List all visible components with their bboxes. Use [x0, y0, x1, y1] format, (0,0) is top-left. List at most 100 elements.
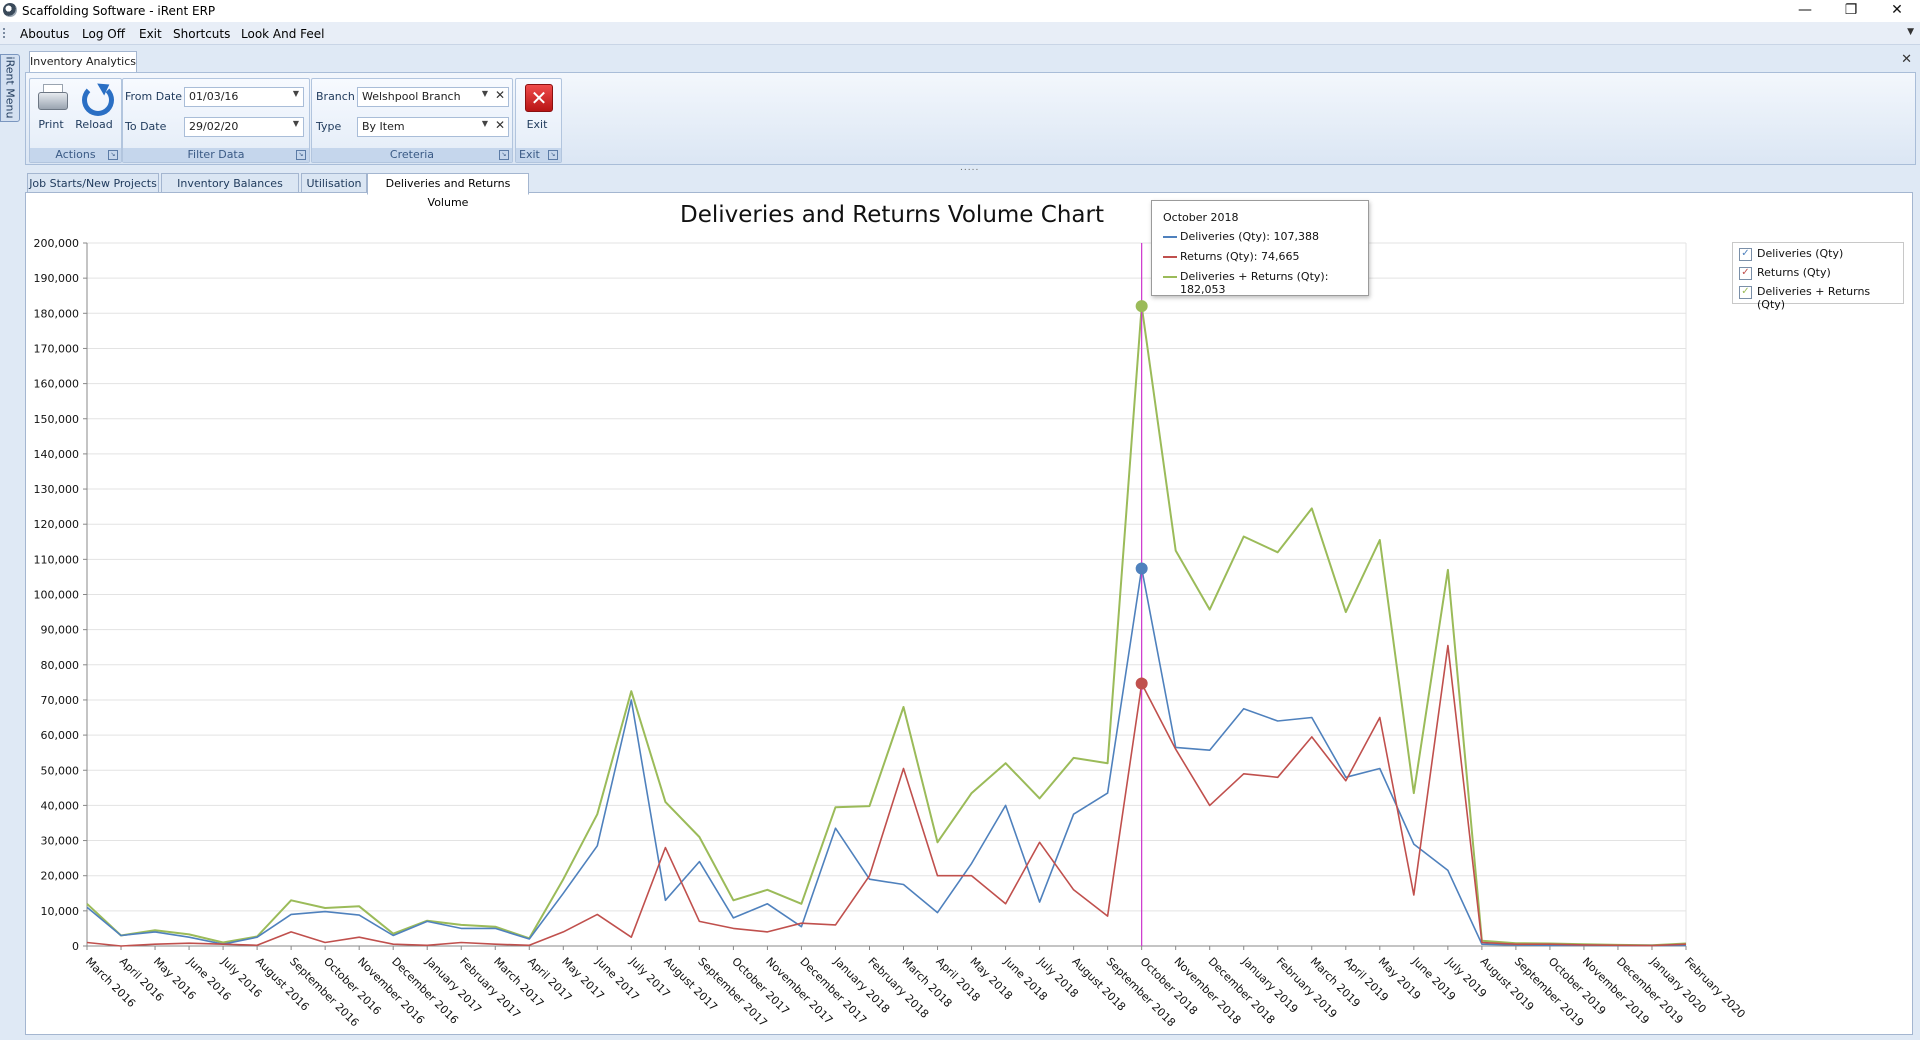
menu-shortcuts[interactable]: Shortcuts [173, 27, 231, 41]
title-bar: Scaffolding Software - iRent ERP — ❐ ✕ [0, 0, 1920, 22]
group-caption-exit: Exit [516, 148, 561, 162]
y-tick-label: 140,000 [34, 448, 80, 461]
series-swatch [1163, 236, 1177, 238]
legend-item-combined[interactable]: ✓ Deliveries + Returns (Qty) [1737, 283, 1901, 311]
legend-label: Deliveries + Returns (Qty) [1757, 285, 1871, 311]
chevron-down-icon[interactable]: ▼ [292, 89, 299, 98]
y-tick-label: 40,000 [41, 799, 80, 812]
print-button[interactable]: Print [31, 82, 71, 132]
doc-tab-inventory-analytics[interactable]: Inventory Analytics [29, 51, 137, 72]
highlight-point-2 [1135, 300, 1148, 313]
branch-select[interactable]: Welshpool Branch ▼ ✕ [357, 87, 509, 107]
legend-label: Returns (Qty) [1757, 266, 1831, 279]
side-menu-tab[interactable]: iRent Menu [0, 54, 20, 122]
exit-label: Exit [526, 118, 548, 131]
type-label: Type [316, 120, 342, 133]
menu-grip-icon [3, 28, 5, 39]
group-launcher-icon[interactable]: ↘ [296, 150, 306, 160]
group-caption-criteria: Creteria [312, 148, 512, 162]
from-date-field[interactable]: 01/03/16 ▼ [184, 87, 304, 107]
x-tick-label: February 2019 [1274, 955, 1340, 1021]
chart-legend: ✓ Deliveries (Qty) ✓ Returns (Qty) ✓ Del… [1732, 242, 1904, 311]
highlight-point-1 [1135, 677, 1148, 690]
legend-item-deliveries[interactable]: ✓ Deliveries (Qty) [1737, 245, 1901, 263]
branch-label: Branch [316, 90, 355, 103]
y-tick-label: 70,000 [41, 694, 80, 707]
highlight-point-0 [1135, 562, 1148, 575]
crosshair-markers [1135, 300, 1148, 690]
tooltip-row: Returns (Qty): 74,665 [1163, 249, 1363, 265]
series-swatch [1163, 276, 1177, 278]
checkbox-checked-icon[interactable]: ✓ [1739, 267, 1752, 280]
clear-icon[interactable]: ✕ [494, 118, 505, 132]
to-date-field[interactable]: 29/02/20 ▼ [184, 117, 304, 137]
series-line-2 [86, 305, 1687, 947]
y-tick-label: 180,000 [34, 307, 80, 320]
chart-title: Deliveries and Returns Volume Chart [680, 202, 1104, 228]
y-tick-label: 120,000 [34, 518, 80, 531]
menu-bar: Aboutus Log Off Exit Shortcuts Look And … [0, 22, 1920, 45]
menu-exit[interactable]: Exit [139, 27, 162, 41]
checkbox-checked-icon[interactable]: ✓ [1739, 248, 1752, 261]
y-tick-label: 10,000 [41, 905, 80, 918]
ribbon-group-actions: Actions ↘ [29, 78, 122, 163]
reload-label: Reload [75, 118, 113, 131]
menu-aboutus[interactable]: Aboutus [20, 27, 70, 41]
restore-button[interactable]: ❐ [1844, 2, 1858, 18]
type-value: By Item [362, 120, 405, 133]
y-tick-label: 80,000 [41, 659, 80, 672]
legend-item-returns[interactable]: ✓ Returns (Qty) [1737, 264, 1901, 282]
tab-deliveries-returns[interactable]: Deliveries and Returns Volume [367, 173, 529, 209]
y-tick-label: 130,000 [34, 483, 80, 496]
y-tick-label: 200,000 [34, 237, 80, 250]
type-select[interactable]: By Item ▼ ✕ [357, 117, 509, 137]
exit-icon: ✕ [525, 84, 553, 112]
y-tick-label: 150,000 [34, 413, 80, 426]
reload-button[interactable]: Reload [74, 78, 114, 132]
chevron-down-icon[interactable]: ▼ [292, 119, 299, 128]
group-launcher-icon[interactable]: ↘ [499, 150, 509, 160]
group-launcher-icon[interactable]: ↘ [108, 150, 118, 160]
y-tick-label: 60,000 [41, 729, 80, 742]
exit-button[interactable]: ✕ Exit [517, 82, 557, 132]
window-title: Scaffolding Software - iRent ERP [22, 4, 216, 18]
y-tick-label: 0 [72, 940, 79, 953]
chevron-down-icon[interactable]: ▼ [481, 119, 488, 128]
print-label: Print [38, 118, 64, 131]
menu-look-and-feel[interactable]: Look And Feel [241, 27, 325, 41]
y-tick-label: 190,000 [34, 272, 80, 285]
ribbon-splitter[interactable]: ..... [960, 163, 980, 173]
y-tick-label: 100,000 [34, 589, 80, 602]
series-line-1 [86, 644, 1687, 947]
minimize-button[interactable]: — [1798, 2, 1812, 18]
group-caption-actions: Actions [30, 148, 121, 162]
x-tick-label: February 2020 [1682, 955, 1748, 1021]
app-logo-icon [3, 3, 17, 17]
y-tick-label: 20,000 [41, 870, 80, 883]
branch-value: Welshpool Branch [362, 90, 461, 103]
close-window-button[interactable]: ✕ [1891, 2, 1903, 18]
tooltip-title: October 2018 [1163, 211, 1239, 224]
checkbox-checked-icon[interactable]: ✓ [1739, 286, 1752, 299]
legend-label: Deliveries (Qty) [1757, 247, 1844, 260]
to-date-label: To Date [125, 120, 167, 133]
y-axis-ticks: 0 10,000 20,000 30,000 40,000 50,000 60,000 70,… [34, 237, 87, 953]
clear-icon[interactable]: ✕ [494, 88, 505, 102]
group-launcher-icon[interactable]: ↘ [548, 150, 558, 160]
tooltip-text: Returns (Qty): 74,665 [1180, 250, 1300, 263]
menu-overflow-icon[interactable]: ▼ [1907, 27, 1914, 37]
tab-inventory-balances[interactable]: Inventory Balances (Qty) [161, 173, 299, 209]
from-date-label: From Date [125, 90, 183, 103]
tooltip-text: Deliveries (Qty): 107,388 [1180, 230, 1319, 243]
chevron-down-icon[interactable]: ▼ [481, 89, 488, 98]
y-tick-label: 110,000 [34, 553, 80, 566]
menu-log-off[interactable]: Log Off [82, 27, 125, 41]
tooltip-row: Deliveries + Returns (Qty): 182,053 [1163, 269, 1363, 296]
group-caption-filter-data: Filter Data [123, 148, 309, 162]
series-swatch [1163, 256, 1177, 258]
chart-tooltip: October 2018 Deliveries (Qty): 107,388 R… [1151, 200, 1369, 296]
chart-panel [25, 192, 1913, 1035]
close-doc-icon[interactable]: ✕ [1901, 52, 1912, 67]
